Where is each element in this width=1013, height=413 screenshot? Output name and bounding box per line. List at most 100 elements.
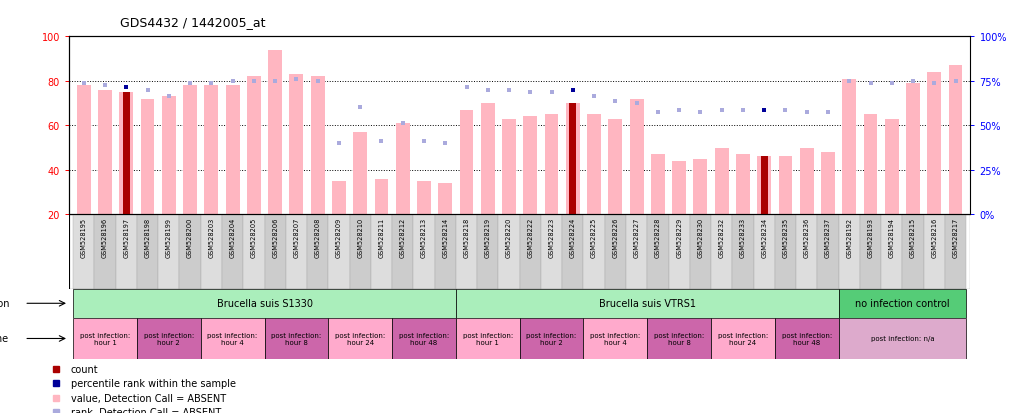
Text: GSM528230: GSM528230 xyxy=(697,217,703,257)
Text: GSM528225: GSM528225 xyxy=(592,217,597,257)
Text: GSM528235: GSM528235 xyxy=(782,217,788,257)
Bar xyxy=(498,215,520,289)
Bar xyxy=(354,133,367,215)
Bar xyxy=(290,75,303,215)
Bar xyxy=(864,115,877,215)
Bar xyxy=(694,159,707,215)
Bar xyxy=(711,215,732,289)
Text: GSM528197: GSM528197 xyxy=(124,217,130,257)
Bar xyxy=(817,215,839,289)
Bar xyxy=(137,215,158,289)
Bar xyxy=(123,93,130,215)
Text: post infection: n/a: post infection: n/a xyxy=(870,336,934,342)
Text: GSM528218: GSM528218 xyxy=(464,217,469,257)
Text: GSM528233: GSM528233 xyxy=(739,217,746,257)
Bar xyxy=(179,215,201,289)
Bar xyxy=(73,289,456,318)
Bar xyxy=(98,90,112,215)
Bar xyxy=(201,318,264,359)
Bar xyxy=(477,215,498,289)
Bar xyxy=(371,215,392,289)
Bar xyxy=(396,124,409,215)
Bar xyxy=(392,215,413,289)
Bar xyxy=(885,119,899,215)
Bar xyxy=(94,215,115,289)
Bar xyxy=(375,179,388,215)
Bar xyxy=(435,215,456,289)
Bar xyxy=(839,289,966,318)
Bar xyxy=(439,184,452,215)
Bar xyxy=(669,215,690,289)
Bar xyxy=(286,215,307,289)
Text: infection: infection xyxy=(0,299,9,309)
Bar xyxy=(690,215,711,289)
Text: GSM528229: GSM528229 xyxy=(676,217,682,257)
Bar xyxy=(562,215,583,289)
Text: GSM528215: GSM528215 xyxy=(910,217,916,257)
Bar xyxy=(264,215,286,289)
Bar xyxy=(924,215,945,289)
Bar xyxy=(460,110,473,215)
Text: GSM528220: GSM528220 xyxy=(506,217,512,257)
Bar xyxy=(77,86,91,215)
Bar xyxy=(647,318,711,359)
Bar xyxy=(264,318,328,359)
Bar xyxy=(205,86,218,215)
Bar xyxy=(226,86,239,215)
Bar xyxy=(800,148,813,215)
Bar xyxy=(120,93,133,215)
Text: GSM528227: GSM528227 xyxy=(633,217,639,257)
Bar xyxy=(583,318,647,359)
Bar xyxy=(775,318,839,359)
Text: value, Detection Call = ABSENT: value, Detection Call = ABSENT xyxy=(71,393,226,403)
Bar xyxy=(222,215,243,289)
Text: post infection:
hour 24: post infection: hour 24 xyxy=(335,332,385,345)
Bar xyxy=(73,318,137,359)
Text: post infection:
hour 1: post infection: hour 1 xyxy=(80,332,130,345)
Bar xyxy=(754,215,775,289)
Text: GSM528192: GSM528192 xyxy=(846,217,852,257)
Bar xyxy=(481,104,494,215)
Text: GSM528216: GSM528216 xyxy=(931,217,937,257)
Text: post infection:
hour 2: post infection: hour 2 xyxy=(144,332,193,345)
Text: post infection:
hour 48: post infection: hour 48 xyxy=(399,332,449,345)
Bar xyxy=(948,66,962,215)
Bar xyxy=(541,215,562,289)
Bar xyxy=(243,215,264,289)
Text: GSM528236: GSM528236 xyxy=(803,217,809,257)
Bar xyxy=(588,115,601,215)
Bar xyxy=(758,157,771,215)
Bar xyxy=(715,148,728,215)
Bar xyxy=(115,215,137,289)
Text: GDS4432 / 1442005_at: GDS4432 / 1442005_at xyxy=(120,16,265,29)
Bar xyxy=(839,215,860,289)
Text: GSM528222: GSM528222 xyxy=(528,217,533,257)
Text: GSM528194: GSM528194 xyxy=(888,217,894,257)
Bar xyxy=(268,50,282,215)
Text: GSM528212: GSM528212 xyxy=(400,217,406,257)
Bar xyxy=(502,119,516,215)
Bar xyxy=(247,77,260,215)
Text: post infection:
hour 8: post infection: hour 8 xyxy=(654,332,704,345)
Text: GSM528209: GSM528209 xyxy=(336,217,342,257)
Bar xyxy=(651,155,665,215)
Bar xyxy=(626,215,647,289)
Text: post infection:
hour 24: post infection: hour 24 xyxy=(718,332,768,345)
Bar xyxy=(881,215,903,289)
Bar xyxy=(583,215,605,289)
Text: rank, Detection Call = ABSENT: rank, Detection Call = ABSENT xyxy=(71,407,221,413)
Text: GSM528203: GSM528203 xyxy=(209,217,215,257)
Text: count: count xyxy=(71,364,98,374)
Bar xyxy=(520,215,541,289)
Text: GSM528200: GSM528200 xyxy=(187,217,193,257)
Bar xyxy=(566,104,579,215)
Bar xyxy=(141,100,154,215)
Bar xyxy=(860,215,881,289)
Text: post infection:
hour 1: post infection: hour 1 xyxy=(463,332,513,345)
Bar xyxy=(183,86,197,215)
Text: GSM528219: GSM528219 xyxy=(485,217,490,257)
Text: post infection:
hour 48: post infection: hour 48 xyxy=(782,332,832,345)
Text: GSM528234: GSM528234 xyxy=(761,217,767,257)
Text: GSM528223: GSM528223 xyxy=(549,217,554,257)
Bar xyxy=(456,289,839,318)
